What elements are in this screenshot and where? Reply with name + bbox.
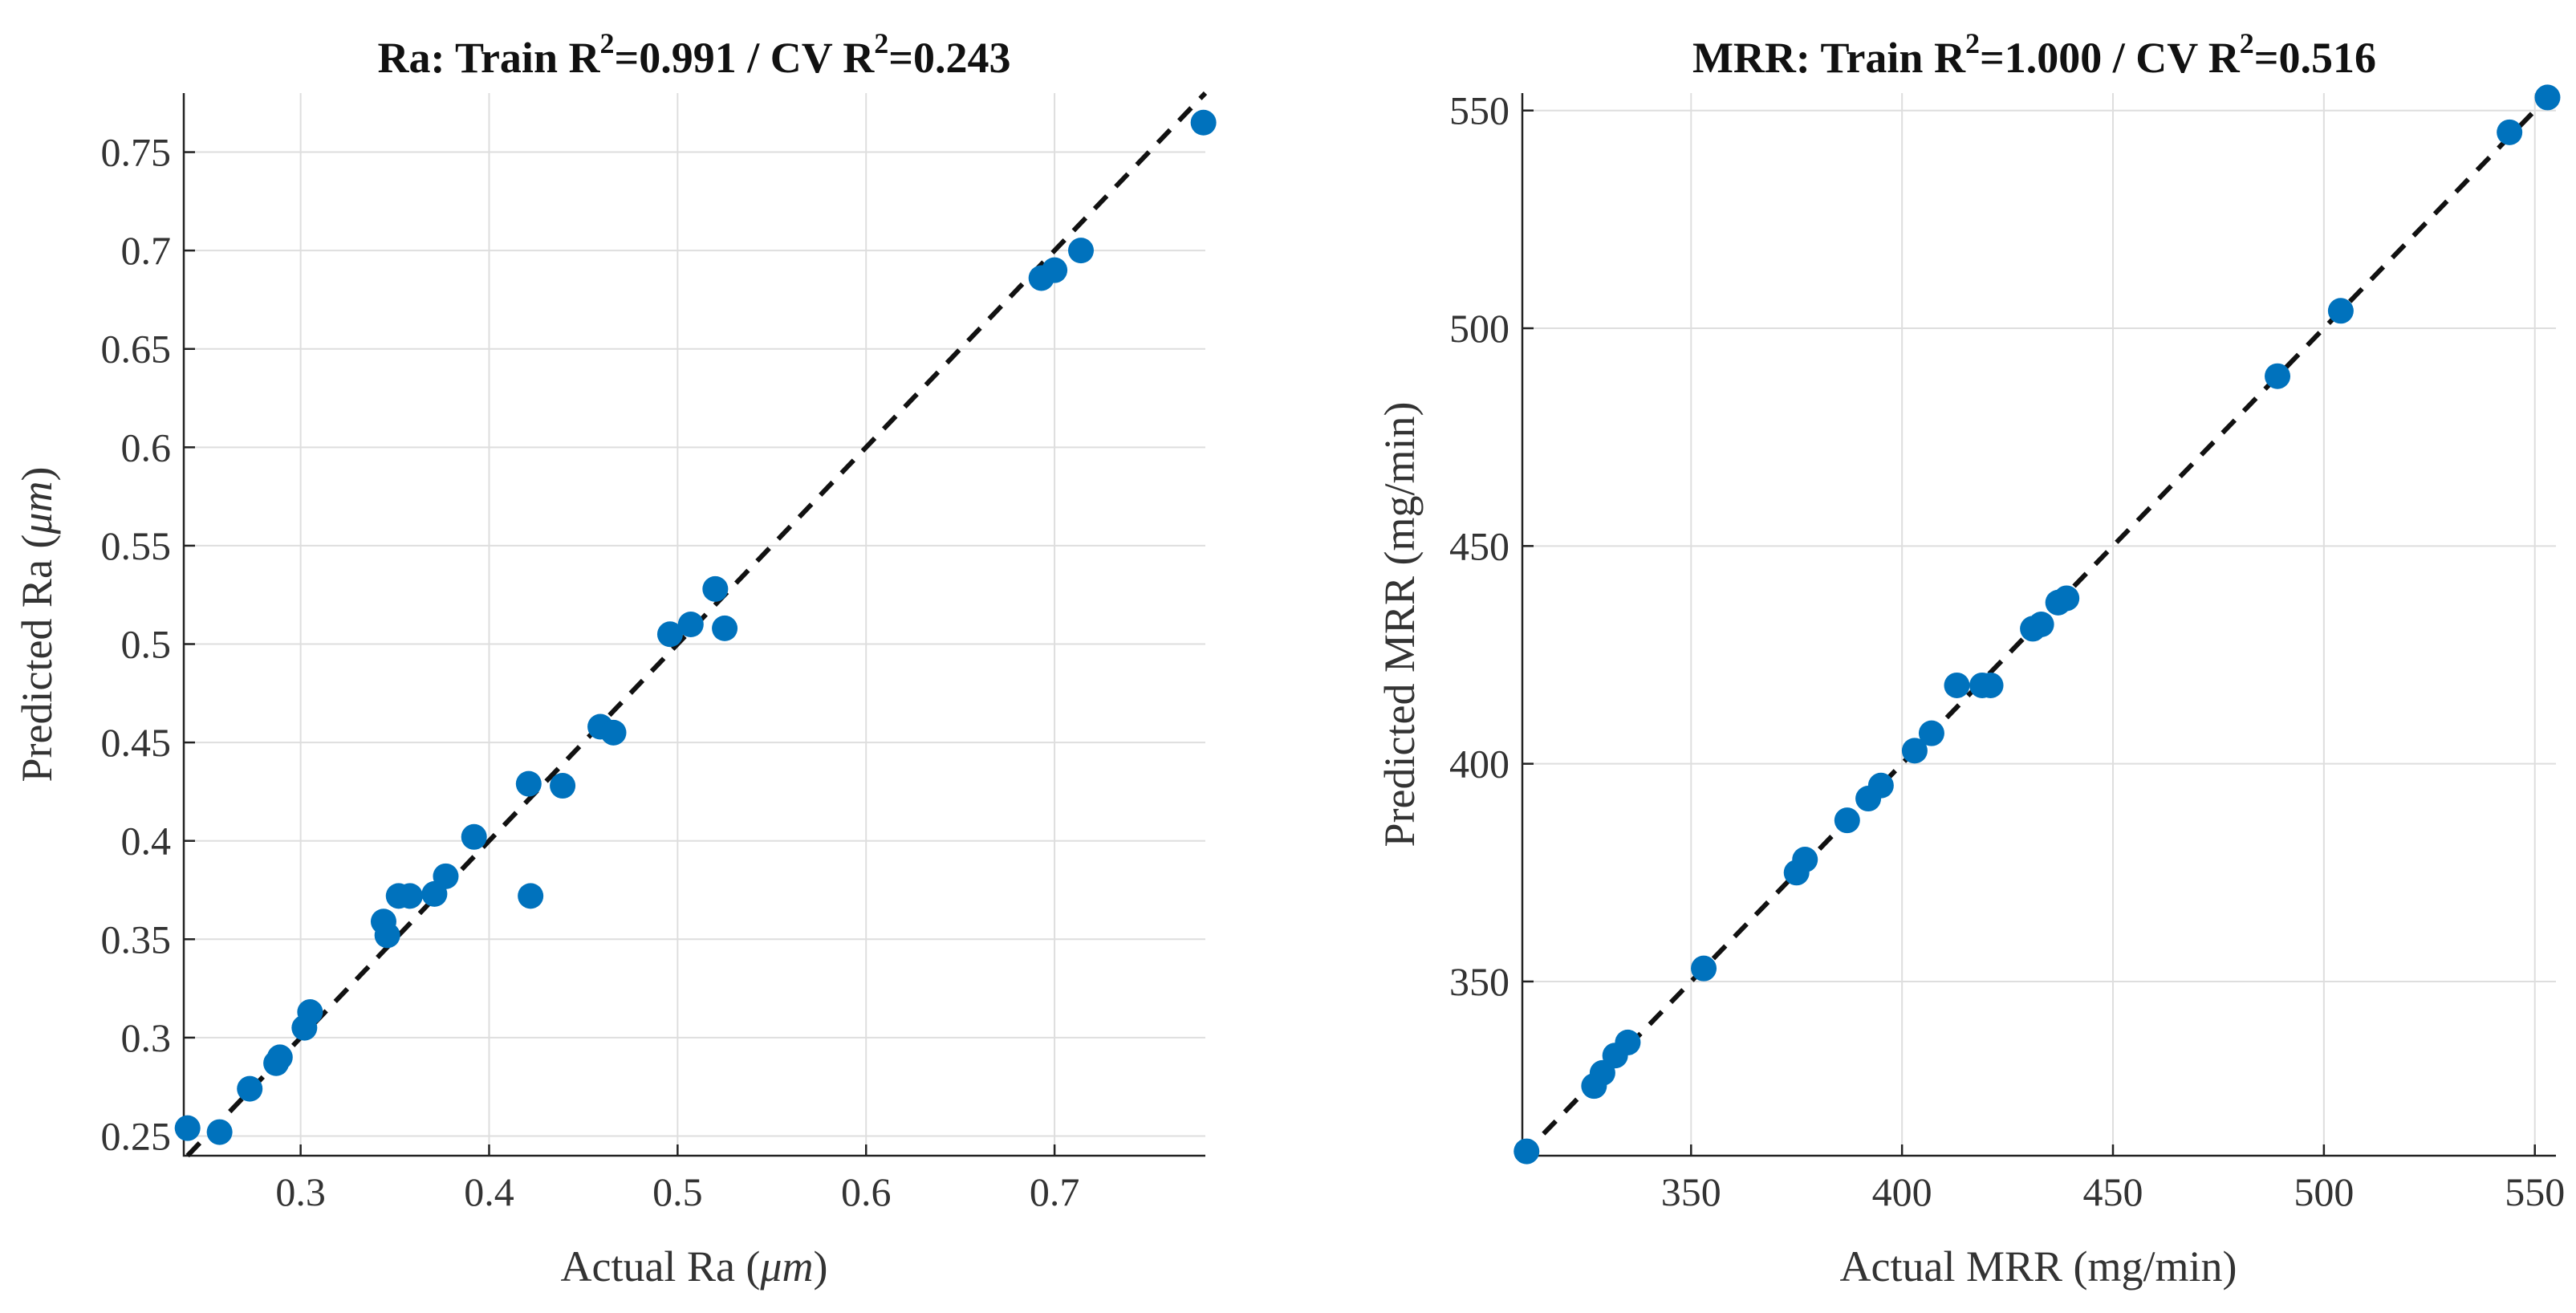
ra-y-tick-label: 0.35 <box>101 917 172 961</box>
ra-data-points <box>174 109 1217 1145</box>
ra-data-point <box>206 1119 233 1145</box>
mrr-y-ticks: 350 400 450 500 550 <box>1449 88 1534 1004</box>
mrr-data-point <box>1944 672 1970 698</box>
ra-y-tick-label: 0.6 <box>121 425 172 470</box>
ra-x-tick-label: 0.5 <box>652 1169 703 1214</box>
mrr-y-tick-label: 400 <box>1449 742 1509 787</box>
ra-x-tick-label: 0.7 <box>1030 1169 1080 1214</box>
mrr-y-axis-label: Predicted MRR (mg/min) <box>1375 402 1424 848</box>
mrr-x-tick-label: 500 <box>2294 1169 2354 1214</box>
ra-data-point <box>396 883 423 909</box>
ra-y-ticks: 0.25 0.3 0.35 0.4 0.45 0.5 0.55 0.6 0.65 0.7 0.75 <box>101 130 195 1158</box>
ra-data-point <box>677 612 704 637</box>
ra-x-axis-label: Actual Ra (μm) <box>561 1242 828 1291</box>
mrr-chart-title: MRR: Train R2=1.000 / CV R2=0.516 <box>1692 27 2376 82</box>
mrr-data-point <box>1977 672 2004 698</box>
ra-data-point <box>297 999 323 1026</box>
ra-y-axis-label: Predicted Ra (μm) <box>13 467 61 783</box>
ra-data-point <box>1067 238 1094 264</box>
ra-y-tick-label: 0.75 <box>101 130 172 175</box>
mrr-x-tick-label: 550 <box>2505 1169 2565 1214</box>
mrr-data-point <box>1901 738 1928 764</box>
mrr-data-point <box>2265 363 2291 389</box>
ra-y-tick-label: 0.7 <box>121 228 172 273</box>
ra-data-point <box>1190 109 1217 136</box>
mrr-data-point <box>2327 298 2354 324</box>
ra-y-tick-label: 0.25 <box>101 1113 172 1158</box>
ra-y-tick-label: 0.4 <box>121 819 172 864</box>
ra-data-point <box>656 621 683 648</box>
ra-data-point <box>518 883 544 909</box>
ra-data-point <box>174 1115 201 1141</box>
mrr-data-point <box>1867 772 1894 799</box>
ra-chart-panel: 0.3 0.4 0.5 0.6 0.7 0.25 0.3 0.35 0.4 0.45 0.5 0.5… <box>13 27 1217 1291</box>
mrr-data-point <box>2054 585 2080 612</box>
mrr-data-point <box>1514 1138 1540 1165</box>
mrr-y-tick-label: 500 <box>1449 306 1509 351</box>
mrr-data-point <box>2534 84 2561 111</box>
mrr-data-point <box>1792 847 1818 873</box>
ra-data-point <box>550 773 576 799</box>
ra-y-tick-label: 0.45 <box>101 720 172 765</box>
ra-y-tick-label: 0.3 <box>121 1015 172 1060</box>
ra-data-point <box>515 770 542 797</box>
ra-data-point <box>266 1044 293 1071</box>
ra-y-tick-label: 0.65 <box>101 327 172 372</box>
ra-x-tick-label: 0.4 <box>464 1169 514 1214</box>
ra-x-tick-label: 0.3 <box>275 1169 326 1214</box>
ra-data-point <box>237 1075 263 1102</box>
mrr-data-points <box>1514 84 2561 1165</box>
mrr-x-ticks: 350 400 450 500 550 <box>1661 1144 2565 1214</box>
ra-data-point <box>374 922 400 949</box>
mrr-y-tick-label: 450 <box>1449 523 1509 568</box>
mrr-data-point <box>2028 612 2054 637</box>
mrr-x-axis-label: Actual MRR (mg/min) <box>1840 1242 2237 1291</box>
ra-chart-title: Ra: Train R2=0.991 / CV R2=0.243 <box>377 27 1010 82</box>
mrr-chart-panel: 350 400 450 500 550 350 400 450 500 550 MRR: Tra… <box>1375 27 2565 1291</box>
ra-data-point <box>600 719 627 746</box>
mrr-data-point <box>1834 807 1860 834</box>
mrr-data-point <box>1918 720 1944 746</box>
ra-data-point <box>1042 257 1068 283</box>
ra-data-point <box>433 863 459 889</box>
ra-data-point <box>461 823 487 850</box>
ra-data-point <box>712 615 738 641</box>
ra-grid <box>184 93 1205 1156</box>
mrr-x-tick-label: 450 <box>2083 1169 2143 1214</box>
ra-data-point <box>702 575 729 602</box>
mrr-x-tick-label: 400 <box>1872 1169 1932 1214</box>
mrr-y-tick-label: 350 <box>1449 959 1509 1004</box>
ra-x-ticks: 0.3 0.4 0.5 0.6 0.7 <box>275 1144 1079 1214</box>
ra-x-tick-label: 0.6 <box>841 1169 892 1214</box>
mrr-data-point <box>1615 1029 1641 1055</box>
ra-y-tick-label: 0.5 <box>121 622 172 667</box>
mrr-y-tick-label: 550 <box>1449 88 1509 133</box>
mrr-data-point <box>2497 119 2523 145</box>
mrr-x-tick-label: 350 <box>1661 1169 1721 1214</box>
mrr-data-point <box>1691 955 1717 982</box>
ra-y-tick-label: 0.55 <box>101 523 172 568</box>
